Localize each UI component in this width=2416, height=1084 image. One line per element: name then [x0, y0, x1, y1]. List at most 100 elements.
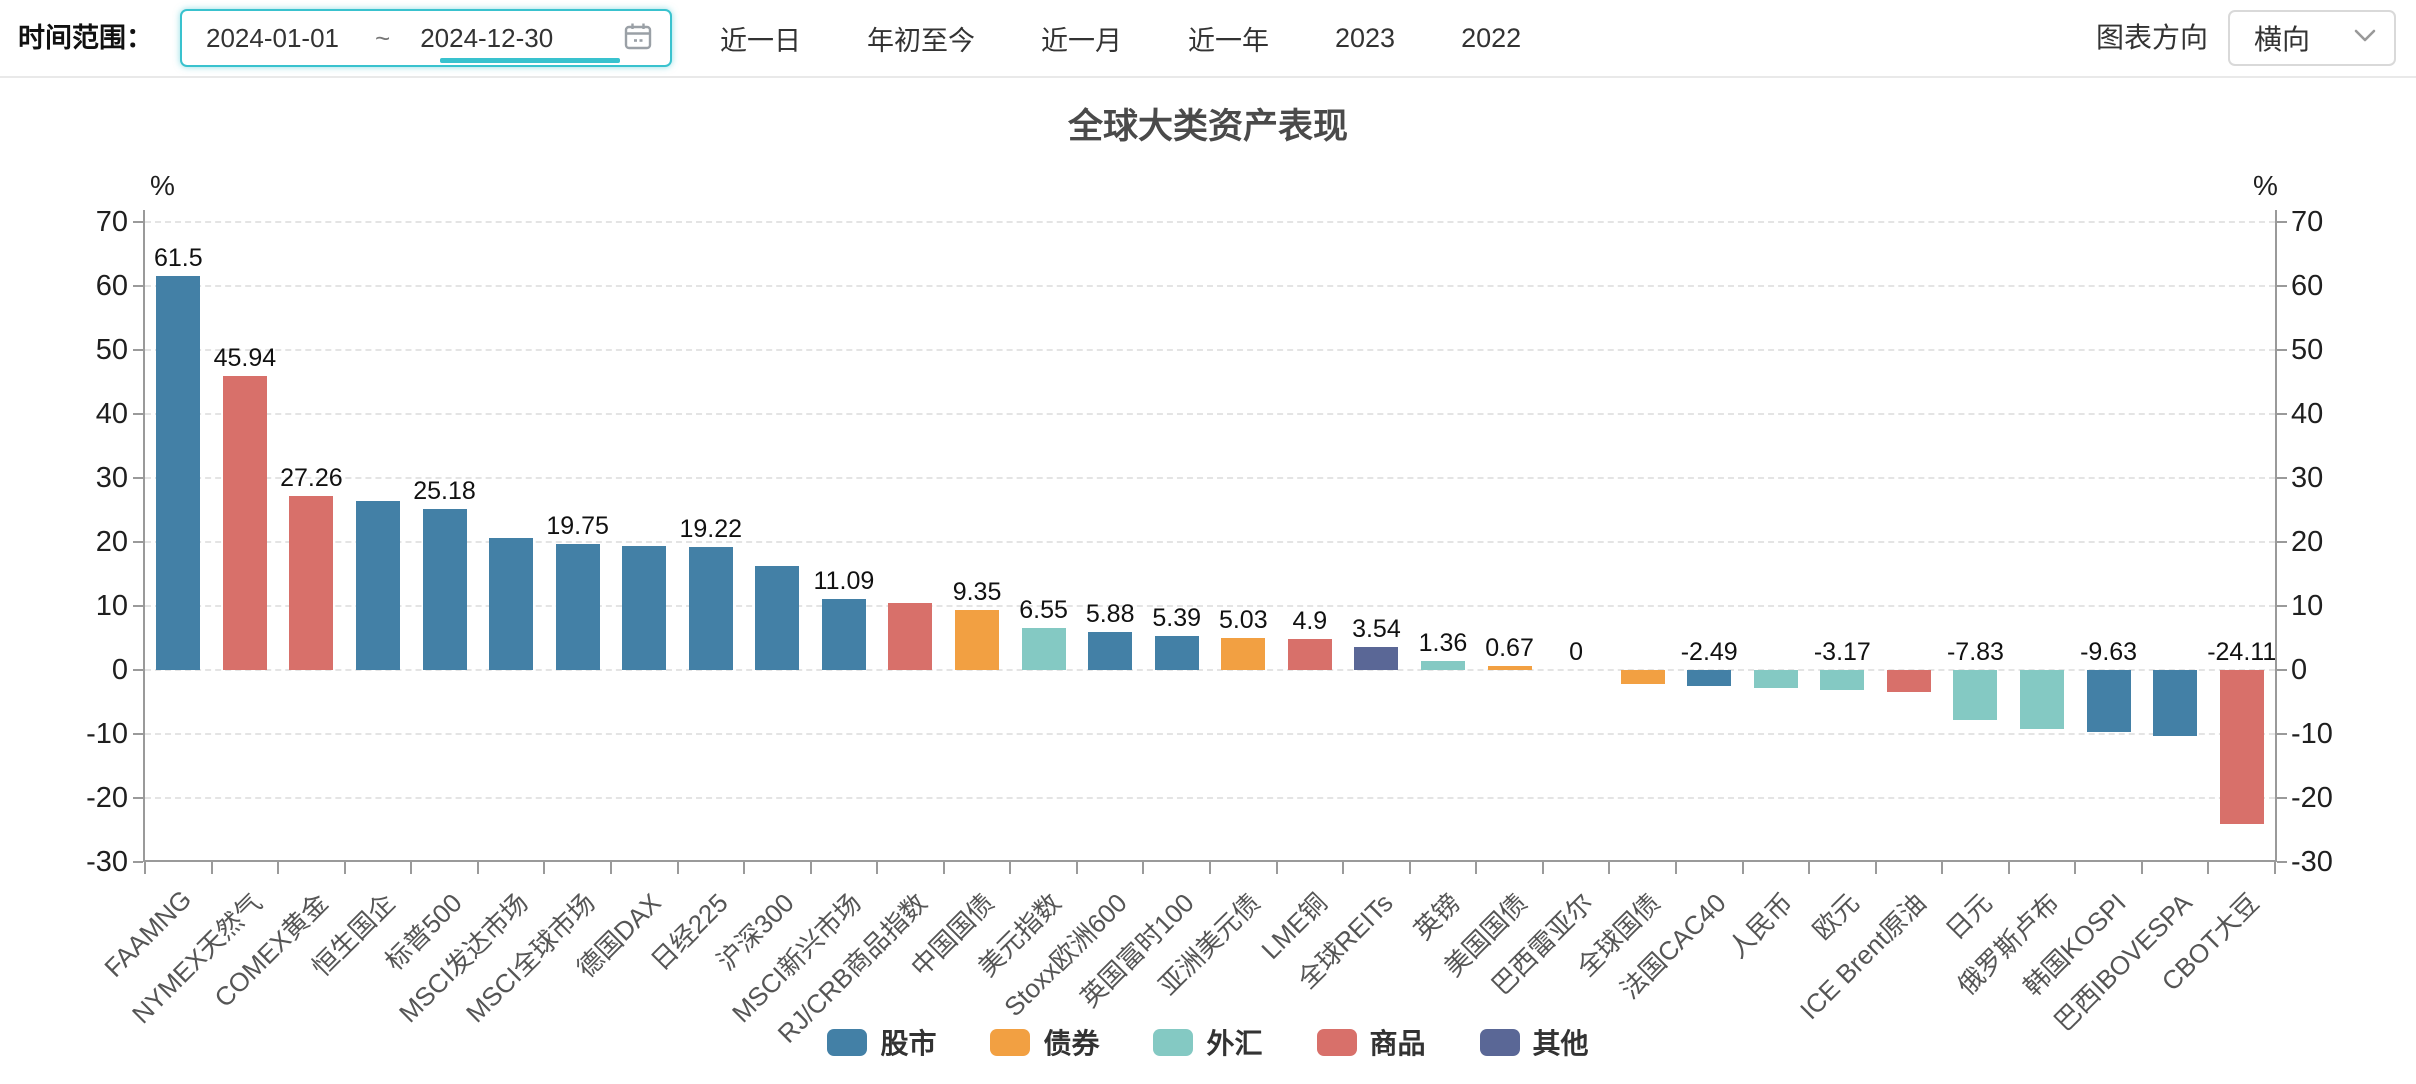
x-tick — [210, 862, 213, 874]
bar[interactable] — [1420, 661, 1465, 670]
bar[interactable] — [1088, 632, 1133, 670]
x-tick — [2074, 862, 2077, 874]
y-axis-unit-left: % — [150, 170, 175, 201]
gridline — [145, 733, 2275, 735]
y-tick-label: 30 — [95, 462, 128, 494]
bar-value-label: 19.22 — [679, 514, 743, 543]
y-axis-left — [143, 210, 145, 862]
y-axis-right — [2275, 210, 2277, 862]
bar[interactable] — [1820, 670, 1865, 691]
legend-item[interactable]: 债券 — [990, 1022, 1099, 1062]
x-tick — [2007, 862, 2010, 874]
bar[interactable] — [1487, 665, 1532, 670]
legend-item[interactable]: 其他 — [1479, 1022, 1589, 1062]
y-tick-label: 10 — [2291, 590, 2324, 622]
legend-swatch-icon — [990, 1028, 1031, 1056]
y-tick-label: 10 — [95, 590, 128, 622]
quick-range-4[interactable]: 2023 — [1335, 22, 1396, 53]
gridline — [145, 605, 2275, 607]
y-tick-label: 50 — [95, 334, 128, 366]
bar[interactable] — [888, 603, 933, 670]
legend-label: 外汇 — [1206, 1028, 1263, 1059]
x-tick — [1408, 862, 1411, 874]
legend-item[interactable]: 商品 — [1316, 1022, 1426, 1062]
bar-value-label: 3.54 — [1352, 615, 1401, 644]
bar-value-label: 11.09 — [813, 567, 875, 596]
bar[interactable] — [422, 508, 467, 670]
x-tick — [609, 862, 612, 874]
bar[interactable] — [2020, 670, 2065, 729]
gridline — [145, 285, 2275, 287]
quick-range-2[interactable]: 近一月 — [1041, 25, 1122, 56]
bar[interactable] — [489, 537, 534, 670]
legend-label: 股市 — [880, 1028, 937, 1059]
bar[interactable] — [1886, 670, 1931, 693]
bar[interactable] — [2153, 670, 2198, 736]
chart-direction-select[interactable]: 横向 — [2228, 10, 2396, 66]
y-tick — [2277, 413, 2287, 415]
y-tick-label: 60 — [95, 270, 128, 302]
start-date-field[interactable]: 2024-01-01 — [206, 22, 339, 53]
bar[interactable] — [1154, 635, 1199, 670]
bar[interactable] — [1687, 670, 1732, 686]
chevron-down-icon — [2354, 29, 2376, 48]
x-tick — [876, 862, 879, 874]
bar[interactable] — [1620, 670, 1665, 685]
y-tick-label: -20 — [2291, 782, 2333, 814]
bar-value-label: -7.83 — [1946, 638, 2004, 666]
bar-value-label: 27.26 — [280, 463, 343, 492]
quick-range-0[interactable]: 近一日 — [720, 25, 801, 56]
bar[interactable] — [2219, 670, 2264, 825]
y-tick — [133, 477, 143, 479]
date-range-input[interactable]: 2024-01-01 ~ 2024-12-30 — [180, 9, 672, 67]
y-tick-label: -10 — [2291, 718, 2333, 750]
x-tick — [1741, 862, 1744, 874]
gridline — [145, 541, 2275, 543]
legend-item[interactable]: 外汇 — [1153, 1022, 1263, 1062]
bar[interactable] — [2086, 670, 2131, 732]
x-tick — [1142, 862, 1145, 874]
bar[interactable] — [222, 375, 267, 670]
x-tick — [410, 862, 413, 874]
y-tick — [133, 349, 143, 351]
x-tick — [1075, 862, 1078, 874]
bar[interactable] — [289, 495, 334, 670]
gridline — [145, 349, 2275, 351]
bar[interactable] — [1354, 647, 1399, 670]
bar-value-label: -24.11 — [2207, 638, 2277, 666]
calendar-icon[interactable] — [622, 20, 654, 57]
bar[interactable] — [555, 543, 600, 670]
bar[interactable] — [755, 565, 800, 670]
bar[interactable] — [156, 276, 201, 670]
quick-range-3[interactable]: 近一年 — [1188, 25, 1269, 56]
x-tick — [277, 862, 280, 874]
end-date-field[interactable]: 2024-12-30 — [420, 22, 554, 53]
y-tick — [2277, 733, 2287, 735]
bar[interactable] — [1753, 670, 1798, 688]
y-tick — [2277, 221, 2287, 223]
legend-label: 债券 — [1043, 1028, 1100, 1059]
quick-range-1[interactable]: 年初至今 — [867, 25, 975, 56]
bar-value-label: 1.36 — [1418, 629, 1468, 658]
page-title: 全球大类资产表现 — [1067, 107, 1348, 146]
x-tick — [343, 862, 346, 874]
bar[interactable] — [688, 546, 733, 670]
bar[interactable] — [1287, 638, 1332, 670]
bar[interactable] — [1953, 670, 1998, 721]
legend-item[interactable]: 股市 — [827, 1022, 936, 1062]
bar[interactable] — [622, 545, 667, 670]
active-date-underline — [440, 58, 620, 63]
x-tick — [1009, 862, 1012, 874]
y-tick-label: -30 — [2291, 846, 2333, 878]
bar[interactable] — [355, 501, 400, 670]
x-tick — [942, 862, 945, 874]
quick-range-5[interactable]: 2022 — [1461, 22, 1522, 53]
date-range-separator: ~ — [375, 22, 391, 53]
bar[interactable] — [821, 599, 866, 670]
bar[interactable] — [955, 610, 1000, 670]
bar[interactable] — [1021, 628, 1066, 670]
y-tick-label: -30 — [86, 846, 128, 878]
bar[interactable] — [1221, 637, 1266, 670]
x-tick — [1941, 862, 1944, 874]
